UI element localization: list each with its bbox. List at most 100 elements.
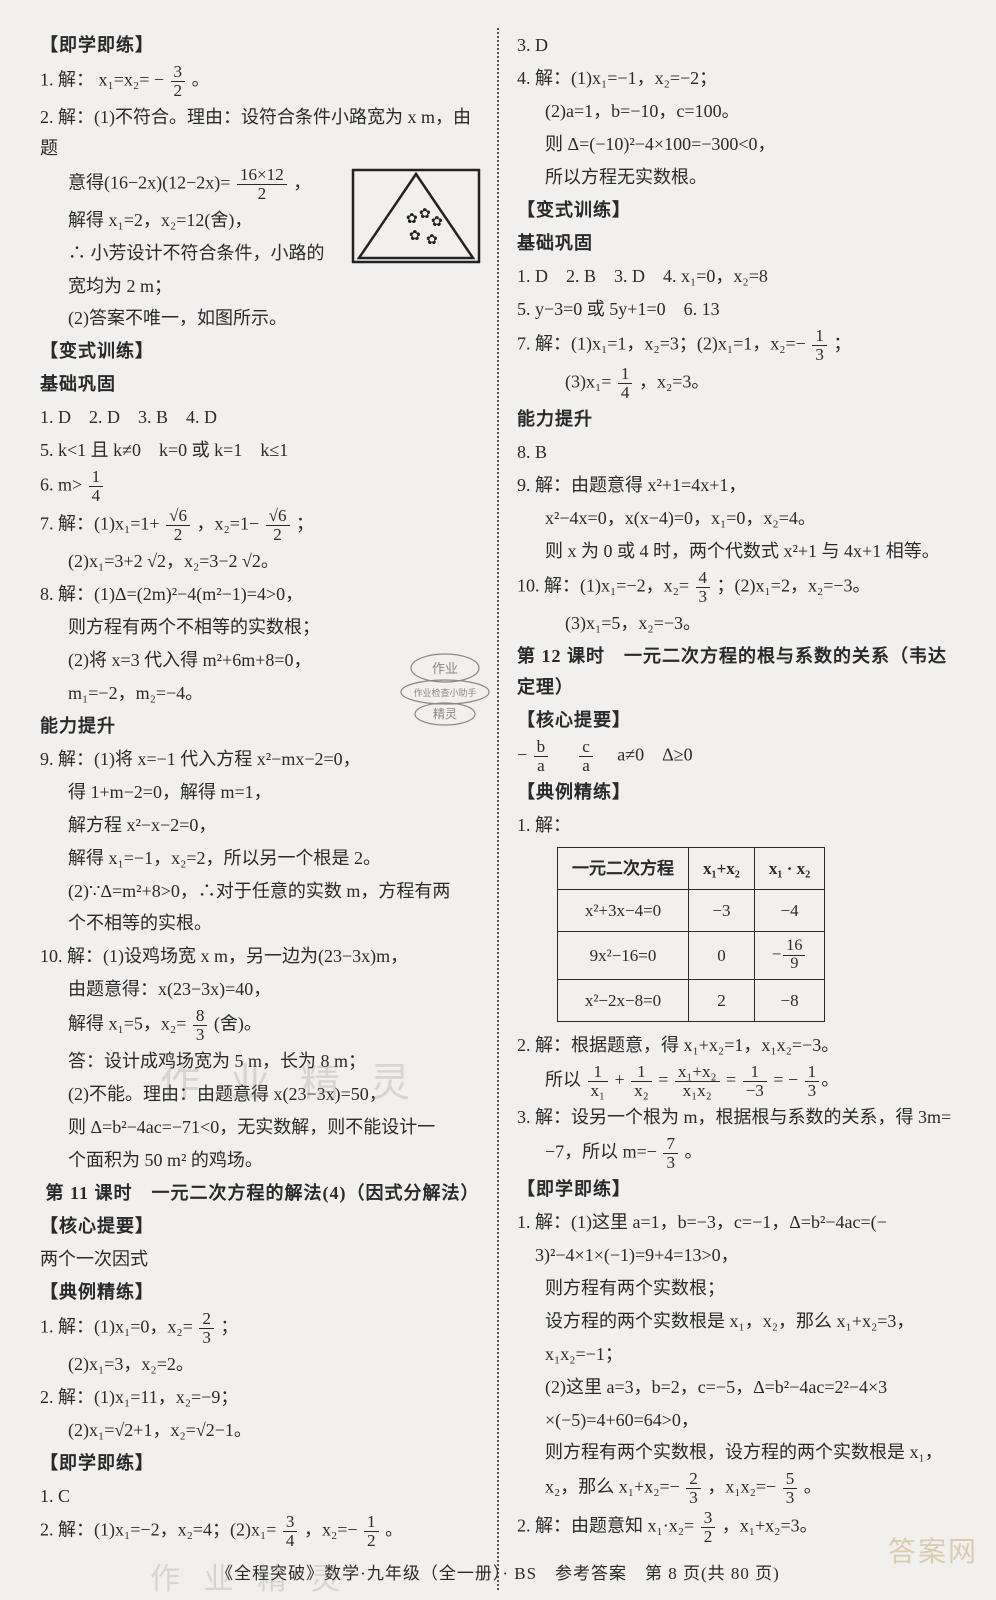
heading-jcgg: 基础巩固 — [40, 369, 485, 400]
vieta-table: 一元二次方程 x₁+x₂ x₁ · x₂ x²+3x−4=0 −3 −4 9x²… — [557, 847, 825, 1023]
heading-jxjl-r: 【即学即练】 — [517, 1174, 962, 1205]
fraction: √62 — [166, 507, 190, 544]
table-row: 9x²−16=0 0 −169 — [558, 932, 825, 980]
heading-bsxl-r: 【变式训练】 — [517, 195, 962, 226]
j1e: x₁x₂=−1； — [517, 1339, 962, 1370]
fraction: 23 — [686, 1470, 701, 1507]
heading-dljl-r: 【典例精练】 — [517, 777, 962, 808]
td: 0 — [689, 932, 755, 980]
text: ； — [220, 1316, 238, 1336]
fraction: 23 — [199, 1310, 214, 1347]
j1b: 3)²−4×1×(−1)=9+4=13>0， — [517, 1240, 962, 1271]
text: x₁=x₂= − — [99, 70, 169, 90]
text: 所以 — [545, 1070, 586, 1090]
page: 【即学即练】 1. 解： x₁=x₂= − 32 。 2. 解：(1)不符合。理… — [0, 0, 996, 1600]
heading-hxty: 【核心提要】 — [40, 1211, 485, 1242]
fraction: 14 — [89, 468, 104, 505]
j1h: 则方程有两个实数根，设方程的两个实数根是 x₁， — [517, 1437, 962, 1468]
heading-hxty-r: 【核心提要】 — [517, 705, 962, 736]
td: −169 — [754, 932, 824, 980]
r7a: 7. 解：(1)x₁=1，x₂=3；(2)x₁=1，x₂=− 13 ； — [517, 327, 962, 364]
r4a: 4. 解：(1)x₁=−1，x₂=−2； — [517, 63, 962, 94]
item-8d: m₁=−2，m₂=−4。 — [40, 678, 485, 709]
corner-watermark: 答案网 — [888, 1530, 978, 1570]
mc2-r: 5. y−3=0 或 5y+1=0 6. 13 — [517, 294, 962, 325]
item-7a: 7. 解：(1)x₁=1+ √62 ，x₂=1− √62 ； — [40, 507, 485, 544]
text: ，x₁+x₂=3。 — [722, 1516, 818, 1536]
text: ；(2)x₁=2，x₂=−3。 — [717, 576, 871, 596]
fraction: 1x₁ — [588, 1063, 609, 1100]
item-10d: 答：设计成鸡场宽为 5 m，长为 8 m； — [40, 1046, 485, 1077]
core-12: − ba ca a≠0 Δ≥0 — [517, 738, 962, 775]
text: x₂，那么 x₁+x₂=− — [545, 1477, 684, 1497]
text: (舍)。 — [214, 1014, 262, 1034]
th: 一元二次方程 — [558, 847, 689, 889]
text: 2. 解：(1)x₁=−2，x₂=4；(2)x₁= — [40, 1520, 281, 1540]
item-6: 6. m> 14 — [40, 468, 485, 505]
r4d: 所以方程无实数根。 — [517, 162, 962, 193]
text: 解得 x₁=5，x₂= — [68, 1014, 191, 1034]
text: 10. 解：(1)x₁=−2，x₂= — [517, 576, 694, 596]
j1c: 则方程有两个实数根； — [517, 1273, 962, 1304]
table-row: x²+3x−4=0 −3 −4 — [558, 889, 825, 931]
text: 。 — [192, 70, 210, 90]
item-7b: (2)x₁=3+2 √2，x₂=3−2 √2。 — [40, 546, 485, 577]
heading-lesson-11: 第 11 课时 一元二次方程的解法(4)（因式分解法） — [40, 1178, 485, 1209]
text: 。 — [804, 1477, 822, 1497]
d1a: 1. 解：(1)x₁=0，x₂= 23 ； — [40, 1310, 485, 1347]
fraction: x₁+x₂x₁x₂ — [675, 1063, 720, 1100]
jl1: 1. C — [40, 1481, 485, 1512]
text: 。 — [685, 1142, 703, 1162]
text: ， — [293, 172, 311, 192]
path-figure: ✿ ✿ ✿ ✿ ✿ — [351, 168, 481, 264]
text: 1. 解：(1)x₁=0，x₂= — [40, 1316, 197, 1336]
d2a-r: 2. 解：根据题意，得 x₁+x₂=1，x₁x₂=−3。 — [517, 1030, 962, 1061]
text: ； — [833, 333, 851, 353]
fraction: 53 — [783, 1470, 798, 1507]
item-10b: 由题意得：x(23−3x)=40， — [40, 974, 485, 1005]
fraction: 1x₂ — [631, 1063, 652, 1100]
text: − — [517, 744, 532, 764]
heading-jcgg-r: 基础巩固 — [517, 228, 962, 259]
fraction: 1−3 — [743, 1063, 767, 1100]
text: 意得(16−2x)(12−2x)= — [68, 172, 235, 192]
heading-dljl: 【典例精练】 — [40, 1277, 485, 1308]
fraction: 32 — [171, 63, 186, 100]
fraction: ca — [579, 738, 593, 775]
column-divider — [497, 28, 499, 1590]
r4b: (2)a=1，b=−10，c=100。 — [517, 96, 962, 127]
mc-row-1: 1. D 2. D 3. B 4. D — [40, 402, 485, 433]
item-2e: 宽均为 2 m； — [40, 271, 485, 302]
r8: 8. B — [517, 437, 962, 468]
text: 2. 解：由题意知 x₁·x₂= — [517, 1516, 699, 1536]
fraction: 13 — [812, 327, 827, 364]
fraction: 32 — [701, 1509, 716, 1546]
item-9a: 9. 解：(1)将 x=−1 代入方程 x²−mx−2=0， — [40, 744, 485, 775]
item-8a: 8. 解：(1)Δ=(2m)²−4(m²−1)=4>0， — [40, 579, 485, 610]
fraction: 169 — [783, 938, 805, 973]
svg-text:✿: ✿ — [419, 207, 431, 222]
left-column: 【即学即练】 1. 解： x₁=x₂= − 32 。 2. 解：(1)不符合。理… — [40, 28, 493, 1590]
d2b-r: 所以 1x₁ + 1x₂ = x₁+x₂x₁x₂ = 1−3 = − 13。 — [517, 1063, 962, 1100]
text: ，x₁x₂=− — [707, 1477, 780, 1497]
r7b: (3)x₁= 14 ，x₂=3。 — [517, 365, 962, 402]
d2a: 2. 解：(1)x₁=11，x₂=−9； — [40, 1382, 485, 1413]
d3b-r: −7，所以 m=− 73 。 — [517, 1135, 962, 1172]
r10a: 10. 解：(1)x₁=−2，x₂= 43 ；(2)x₁=2，x₂=−3。 — [517, 569, 962, 606]
text — [555, 744, 573, 764]
item-9e: (2)∵Δ=m²+8>0，∴对于任意的实数 m，方程有两 — [40, 876, 485, 907]
item-2f: (2)答案不唯一，如图所示。 — [40, 303, 485, 334]
right-column: 3. D 4. 解：(1)x₁=−1，x₂=−2； (2)a=1，b=−10，c… — [503, 28, 962, 1590]
fraction: 43 — [696, 569, 711, 606]
td: −4 — [754, 889, 824, 931]
td: x²+3x−4=0 — [558, 889, 689, 931]
heading-bsxl: 【变式训练】 — [40, 336, 485, 367]
d3a-r: 3. 解：设另一个根为 m，根据根与系数的关系，得 3m= — [517, 1102, 962, 1133]
item-10g: 个面积为 50 m² 的鸡场。 — [40, 1145, 485, 1176]
r4c: 则 Δ=(−10)²−4×100=−300<0， — [517, 129, 962, 160]
td: x²−2x−8=0 — [558, 979, 689, 1021]
fraction: 83 — [193, 1007, 208, 1044]
text: ，x₂=− — [304, 1520, 362, 1540]
heading-jxjl: 【即学即练】 — [40, 30, 485, 61]
j1d: 设方程的两个实数根是 x₁，x₂，那么 x₁+x₂=3， — [517, 1306, 962, 1337]
